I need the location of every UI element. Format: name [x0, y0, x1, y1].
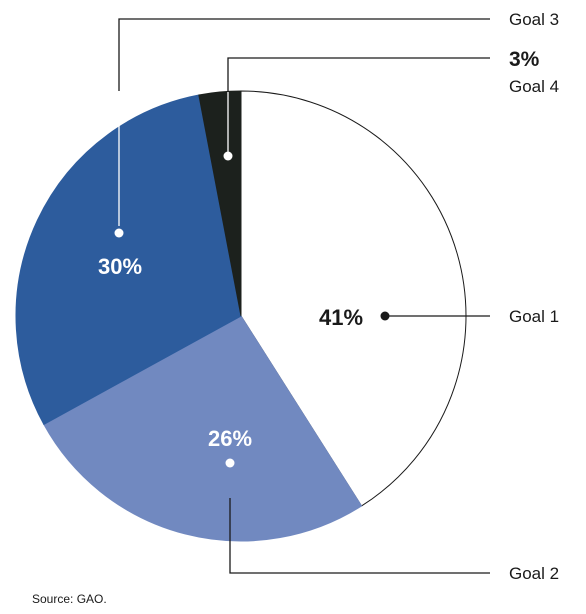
callout-dot-goal-4 [224, 152, 233, 161]
slice-value-label-goal-4: 3% [509, 48, 540, 71]
source-note: Source: GAO. [32, 592, 107, 606]
slice-label-goal-1: Goal 1 [509, 307, 559, 326]
leader-line-goal-4-outer [228, 58, 490, 92]
callout-dot-goal-3 [115, 229, 124, 238]
slice-value-label-goal-1: 41% [319, 305, 363, 330]
slice-value-label-goal-2: 26% [208, 426, 252, 451]
slice-label-goal-2: Goal 2 [509, 564, 559, 583]
callout-dot-goal-2 [226, 459, 235, 468]
leader-line-goal-3-outer [119, 19, 490, 91]
slice-label-goal-3: Goal 3 [509, 10, 559, 29]
slice-label-goal-4: Goal 4 [509, 77, 559, 96]
slice-value-label-goal-3: 30% [98, 254, 142, 279]
callout-dot-goal-1 [381, 312, 390, 321]
